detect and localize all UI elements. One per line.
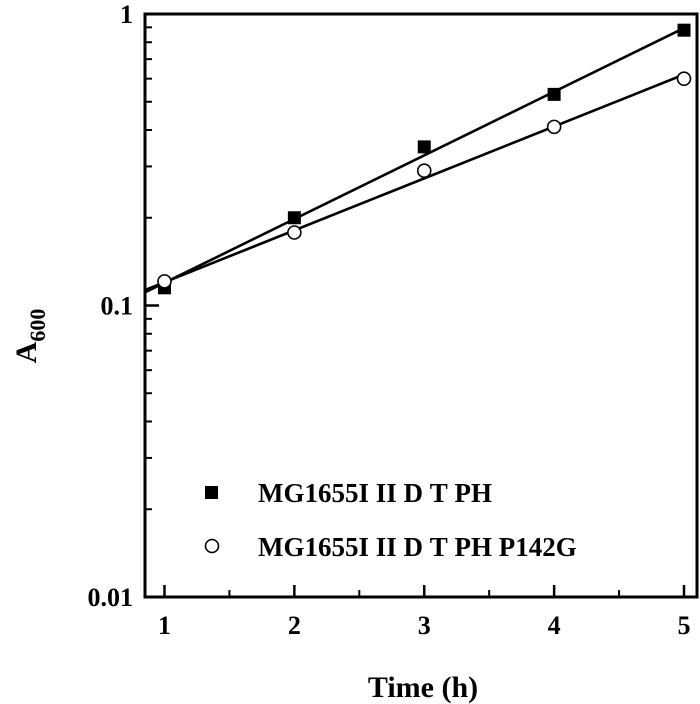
legend-item-series-1: MG1655I II D T PH: [205, 478, 492, 508]
y-axis-title-main: A: [10, 341, 43, 363]
x-tick-label: 2: [288, 611, 301, 640]
axis-ticks: [145, 12, 686, 599]
x-tick-label: 5: [678, 611, 691, 640]
data-point-series-2: [546, 119, 562, 135]
legend-item-series-2: MG1655I II D T PH P142G: [204, 532, 577, 562]
data-point-series-1: [677, 23, 691, 37]
x-tick-label: 3: [418, 611, 431, 640]
x-tick-label: 4: [548, 611, 561, 640]
y-tick-label: 0.1: [101, 292, 134, 321]
legend-label-series-2: MG1655I II D T PH P142G: [258, 532, 577, 562]
y-tick-label: 1: [120, 0, 133, 29]
x-axis-title: Time (h): [368, 671, 478, 704]
data-point-series-2: [416, 163, 432, 179]
data-point-series-2: [676, 71, 692, 86]
y-axis-title: A600: [10, 309, 50, 364]
data-point-series-2: [287, 225, 302, 240]
fit-line-series-2: [144, 73, 685, 292]
data-point-series-1: [547, 87, 561, 101]
fit-lines: [144, 26, 685, 294]
data-markers: [157, 23, 692, 295]
data-point-series-1: [287, 211, 301, 225]
svg-text:A600: A600: [10, 309, 50, 364]
legend-label-series-1: MG1655I II D T PH: [258, 478, 492, 508]
legend: MG1655I II D T PH MG1655I II D T PH P142…: [204, 478, 577, 562]
legend-marker-open-circle: [204, 538, 220, 554]
fit-line-series-1: [144, 26, 685, 294]
data-point-series-1: [417, 140, 431, 154]
y-tick-label: 0.01: [88, 583, 134, 612]
x-tick-label: 1: [158, 611, 171, 640]
legend-marker-filled-square: [205, 486, 218, 499]
data-point-series-2: [157, 274, 172, 289]
tick-labels: 1 2 3 4 5 0.01 0.1 1: [88, 0, 691, 640]
y-axis-title-subscript: 600: [25, 309, 50, 342]
